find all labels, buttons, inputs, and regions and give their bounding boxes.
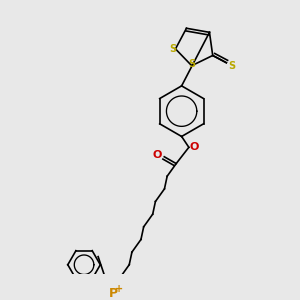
Text: O: O [152, 149, 162, 160]
Text: +: + [115, 284, 123, 294]
Text: S: S [169, 44, 176, 54]
Text: O: O [190, 142, 199, 152]
Text: S: S [188, 59, 195, 69]
Text: P: P [108, 287, 118, 300]
Text: S: S [228, 61, 236, 70]
